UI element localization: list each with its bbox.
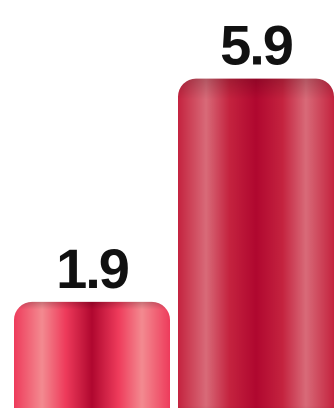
data-label-1: 1.9 [56, 237, 129, 300]
data-label-2: 5.9 [220, 14, 293, 77]
bars-layer [14, 78, 334, 408]
bar-1-shading [14, 301, 170, 408]
data-labels-layer: 1.9 5.9 [56, 14, 295, 300]
bar-2-shading [178, 78, 334, 408]
